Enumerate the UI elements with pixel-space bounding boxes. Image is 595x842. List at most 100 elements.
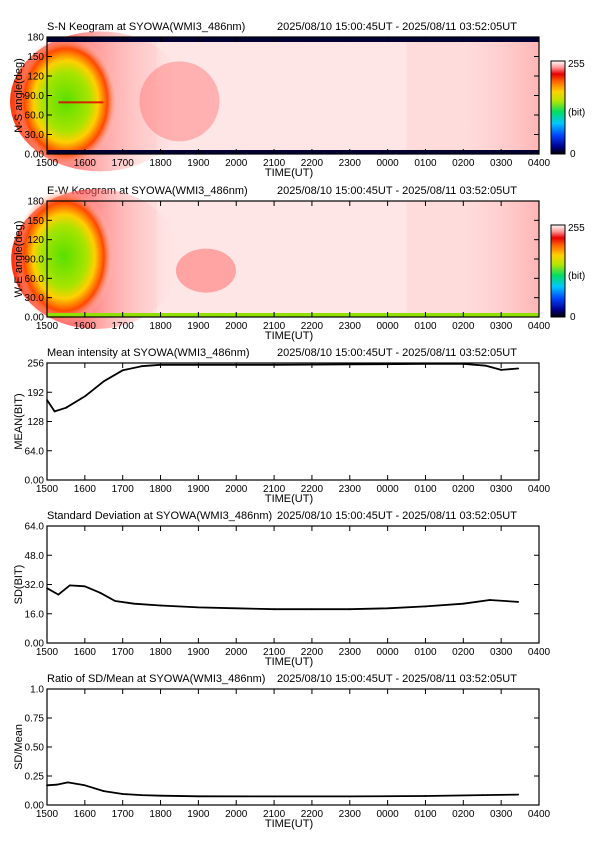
x-tick-label: 1700: [112, 484, 135, 495]
colorbar-unit-label: (bit): [568, 108, 585, 119]
series-point: [273, 608, 275, 611]
y-tick-label: 32.0: [25, 580, 45, 591]
x-axis-title: TIME(UT): [265, 656, 313, 668]
x-tick-label: 2200: [301, 484, 324, 495]
series-point: [66, 781, 69, 784]
x-tick-label: 0300: [490, 809, 513, 820]
series-point: [197, 795, 200, 798]
y-tick-label: 60.0: [25, 111, 45, 122]
colorbar-unit-label: (bit): [568, 271, 585, 282]
time-range-label: 2025/08/10 15:00:45UT - 2025/08/11 03:52…: [277, 673, 517, 685]
x-tick-label: 2200: [301, 158, 324, 169]
y-tick-label: 192: [27, 388, 44, 399]
series-point: [114, 600, 117, 602]
series-point: [121, 369, 124, 372]
series-point: [46, 587, 48, 590]
series-point: [159, 794, 162, 797]
series-point: [140, 794, 143, 797]
x-tick-label: 0200: [452, 809, 475, 820]
x-tick-label: 1700: [112, 647, 135, 658]
time-range-label: 2025/08/10 15:00:45UT - 2025/08/11 03:52…: [277, 510, 517, 522]
y-tick-label: 30.0: [25, 293, 45, 304]
x-tick-label: 0200: [452, 321, 475, 332]
x-tick-label: 0400: [528, 321, 551, 332]
x-axis-title: TIME(UT): [265, 330, 313, 342]
series-point: [235, 607, 238, 610]
x-tick-label: 1600: [74, 158, 97, 169]
y-tick-label: 180: [27, 197, 44, 208]
series-point: [424, 795, 427, 797]
x-tick-label: 2100: [263, 158, 286, 169]
x-axis-title: TIME(UT): [265, 493, 313, 505]
series-point: [159, 604, 162, 607]
y-tick-label: 90.0: [25, 255, 45, 266]
x-tick-label: 0000: [376, 809, 399, 820]
y-tick-label: 30.0: [25, 130, 45, 141]
series-point: [273, 795, 275, 798]
series-point: [424, 363, 427, 365]
x-tick-label: 1700: [112, 158, 135, 169]
panel-2: E-W Keogram at SYOWA(WMI3_486nm) 2025/08/…: [11, 185, 585, 342]
y-tick-label: 0.00: [25, 150, 45, 161]
y-tick-label: 150: [27, 216, 44, 227]
x-tick-label: 0400: [528, 809, 551, 820]
x-tick-label: 2000: [225, 647, 248, 658]
x-tick-label: 2000: [225, 321, 248, 332]
x-tick-label: 2000: [225, 158, 248, 169]
y-tick-label: 0.50: [25, 743, 45, 754]
colorbar-min-label: 0: [570, 149, 576, 160]
series-point: [102, 380, 105, 383]
y-axis-title: N-S angle(deg): [13, 58, 25, 133]
series-line: [46, 781, 519, 798]
x-tick-label: 1800: [149, 809, 172, 820]
x-tick-label: 1900: [187, 158, 210, 169]
y-tick-label: 0.00: [25, 801, 45, 812]
series-point: [159, 363, 162, 366]
x-axis-title: TIME(UT): [265, 818, 313, 830]
x-tick-label: 0100: [414, 321, 437, 332]
colorbar-min-label: 0: [570, 312, 576, 323]
plot-frame: [46, 688, 540, 806]
y-tick-label: 0.25: [25, 772, 45, 783]
series-point: [311, 608, 313, 611]
y-tick-label: 90.0: [25, 91, 45, 102]
panel-4: Standard Deviation at SYOWA(WMI3_486nm) 2…: [13, 510, 551, 668]
x-tick-label: 1500: [36, 809, 59, 820]
x-tick-label: 0300: [490, 158, 513, 169]
x-tick-label: 1500: [36, 321, 59, 332]
y-tick-label: 0.00: [25, 313, 45, 324]
y-tick-label: 60.0: [25, 274, 45, 285]
series-point: [485, 364, 487, 367]
x-tick-label: 0200: [452, 647, 475, 658]
panel-title: Standard Deviation at SYOWA(WMI3_486nm): [47, 510, 272, 522]
series-point: [133, 602, 135, 605]
plot-frame: [46, 525, 540, 644]
x-tick-label: 1700: [112, 809, 135, 820]
x-tick-label: 1800: [149, 158, 172, 169]
x-tick-label: 1600: [74, 647, 97, 658]
y-tick-label: 120: [27, 72, 44, 83]
y-tick-label: 64.0: [25, 522, 45, 533]
x-tick-label: 0400: [528, 158, 551, 169]
y-tick-label: 0.00: [25, 476, 45, 487]
y-tick-label: 256: [27, 359, 44, 370]
x-tick-label: 0100: [414, 158, 437, 169]
x-tick-label: 1900: [187, 809, 210, 820]
x-tick-label: 0100: [414, 809, 437, 820]
series-line: [46, 363, 519, 413]
series-point: [83, 784, 86, 787]
series-point: [121, 793, 124, 795]
y-tick-label: 16.0: [25, 609, 45, 620]
colorbar-max-label: 255: [568, 59, 585, 70]
series-point: [348, 363, 351, 366]
time-range-label: 2025/08/10 15:00:45UT - 2025/08/11 03:52…: [277, 185, 517, 197]
series-point: [481, 794, 484, 797]
series-point: [57, 593, 60, 596]
colorbar: [550, 60, 566, 155]
x-tick-label: 2300: [339, 809, 362, 820]
series-point: [517, 367, 520, 370]
y-tick-label: 128: [27, 417, 44, 428]
x-tick-label: 0300: [490, 647, 513, 658]
x-axis-title: TIME(UT): [265, 167, 313, 179]
x-tick-label: 0200: [452, 484, 475, 495]
